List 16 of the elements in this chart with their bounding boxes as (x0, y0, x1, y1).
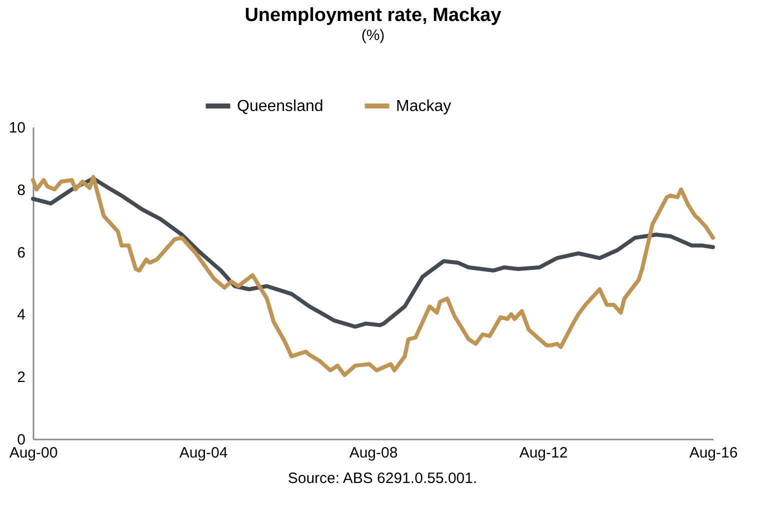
legend-label: Queensland (237, 98, 324, 115)
line-series (31, 174, 715, 378)
y-tick-label: 2 (17, 369, 26, 386)
chart-title: Unemployment rate, Mackay (244, 5, 502, 26)
x-tick-label: Aug-16 (689, 444, 738, 462)
source-note: Source: ABS 6291.0.55.001. (286, 470, 478, 487)
x-tick-label: Aug-12 (519, 444, 568, 462)
chart-subtitle: (%) (361, 27, 385, 44)
y-tick-label: 10 (8, 120, 26, 136)
x-tick-label: Aug-04 (179, 444, 228, 462)
y-tick-label: 4 (17, 306, 26, 324)
line-series (31, 176, 715, 329)
x-tick-label: Aug-08 (349, 444, 398, 462)
legend-label: Mackay (396, 98, 452, 115)
y-tick-label: 8 (17, 182, 26, 199)
y-tick-label: 6 (17, 244, 26, 262)
